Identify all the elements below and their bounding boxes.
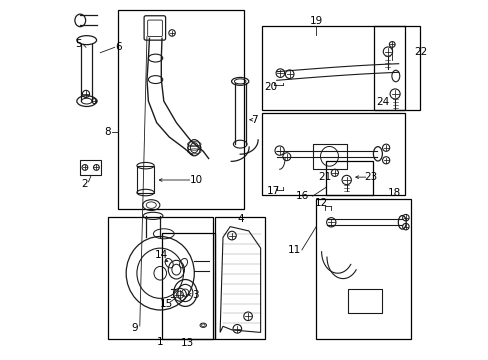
- Text: 7: 7: [251, 115, 257, 125]
- Text: 12: 12: [314, 198, 327, 208]
- Bar: [261, 113, 405, 195]
- Text: 10: 10: [189, 175, 202, 185]
- Text: 11: 11: [287, 245, 300, 255]
- Text: 4: 4: [237, 215, 244, 224]
- Text: 9: 9: [132, 323, 138, 333]
- Bar: [312, 144, 346, 168]
- Bar: [261, 26, 405, 110]
- Bar: [107, 217, 213, 338]
- Text: 2: 2: [81, 179, 88, 189]
- Text: 1: 1: [157, 337, 163, 347]
- Text: 14: 14: [154, 250, 167, 260]
- Bar: [316, 199, 410, 338]
- Text: 8: 8: [104, 127, 111, 136]
- Bar: [118, 10, 244, 209]
- Text: 13: 13: [180, 338, 193, 348]
- Text: 3: 3: [192, 290, 198, 300]
- Text: 20: 20: [263, 82, 276, 93]
- Text: 21: 21: [317, 172, 330, 182]
- Text: 19: 19: [309, 17, 322, 27]
- Bar: [347, 289, 381, 314]
- Text: 17: 17: [266, 186, 279, 197]
- Bar: [373, 26, 419, 110]
- Text: 16: 16: [295, 191, 308, 201]
- Bar: [162, 233, 215, 338]
- Text: 23: 23: [364, 172, 377, 182]
- Bar: [215, 217, 265, 338]
- Text: 5: 5: [75, 39, 82, 49]
- Text: 15: 15: [160, 299, 173, 309]
- Text: 24: 24: [376, 97, 389, 107]
- Text: 6: 6: [115, 42, 122, 52]
- Text: 22: 22: [413, 46, 427, 57]
- Text: 18: 18: [387, 188, 400, 198]
- Bar: [325, 161, 372, 195]
- Bar: [137, 166, 154, 193]
